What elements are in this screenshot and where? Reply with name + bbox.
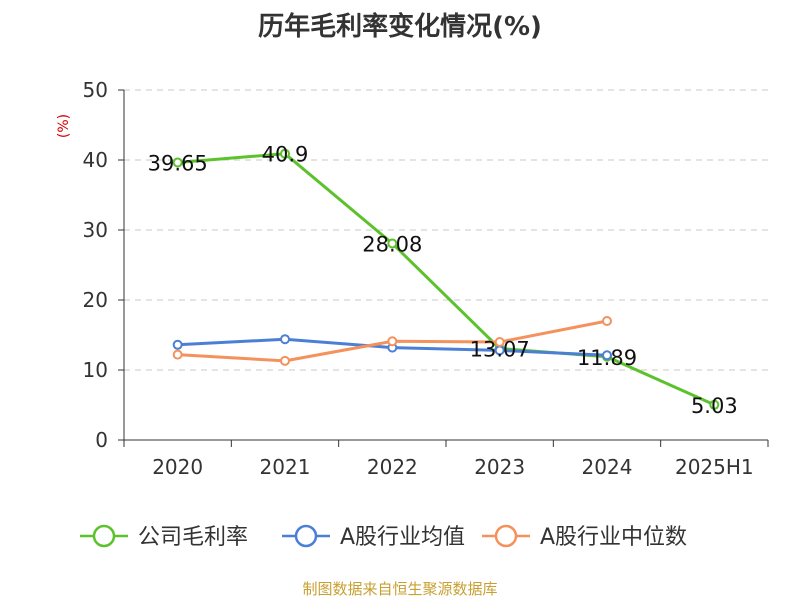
data-label: 13.07 — [470, 338, 530, 362]
legend-marker-icon — [494, 524, 518, 548]
y-tick-label: 30 — [83, 218, 108, 242]
x-tick-label: 2020 — [152, 455, 203, 479]
data-labels: 39.65 40.9 28.08 13.07 11.89 5.03 — [148, 143, 738, 418]
legend-label: 公司毛利率 — [138, 525, 248, 550]
legend: 公司毛利率 A股行业均值 A股行业中位数 — [80, 524, 687, 550]
data-point — [709, 399, 720, 410]
axes: 0 10 20 30 40 50 2020 2021 2022 2023 2024 2025H1 — [83, 78, 769, 479]
x-tick-label: 2024 — [582, 455, 633, 479]
legend-item-1[interactable]: A股行业均值 — [282, 524, 465, 550]
data-point — [387, 336, 398, 347]
legend-item-0[interactable]: 公司毛利率 — [80, 524, 248, 550]
data-point — [172, 339, 183, 350]
legend-item-2[interactable]: A股行业中位数 — [482, 524, 687, 550]
y-tick-label: 10 — [83, 358, 108, 382]
data-point — [602, 316, 612, 326]
data-label: 5.03 — [691, 394, 738, 418]
legend-label: A股行业均值 — [340, 525, 465, 550]
series-lines — [172, 148, 720, 410]
data-point — [494, 337, 505, 347]
y-tick-label: 40 — [83, 148, 108, 172]
data-point — [172, 157, 183, 168]
y-axis-title: (%) — [56, 114, 72, 138]
data-point — [172, 349, 183, 360]
x-tick-label: 2025H1 — [675, 455, 754, 479]
y-tick-label: 50 — [83, 78, 108, 102]
data-point — [280, 334, 290, 345]
y-tick-label: 20 — [83, 288, 108, 312]
chart-title: 历年毛利率变化情况(%) — [258, 12, 542, 42]
x-tick-label: 2022 — [367, 455, 418, 479]
y-tick-label: 0 — [95, 428, 108, 452]
data-label: 40.9 — [262, 143, 309, 167]
series-line-0 — [177, 152, 715, 407]
x-tick-label: 2023 — [474, 455, 525, 479]
legend-marker-icon — [92, 524, 116, 548]
grid-lines — [124, 89, 768, 371]
data-point — [387, 238, 398, 249]
data-label: 39.65 — [148, 151, 208, 175]
data-label: 28.08 — [362, 232, 422, 256]
source-note: 制图数据来自恒生聚源数据库 — [302, 580, 498, 598]
data-label: 11.89 — [577, 346, 637, 370]
data-point — [280, 355, 290, 366]
legend-label: A股行业中位数 — [540, 525, 687, 550]
legend-marker-icon — [294, 524, 318, 548]
x-tick-label: 2021 — [260, 455, 311, 479]
data-point — [602, 350, 612, 361]
data-point — [280, 148, 290, 159]
